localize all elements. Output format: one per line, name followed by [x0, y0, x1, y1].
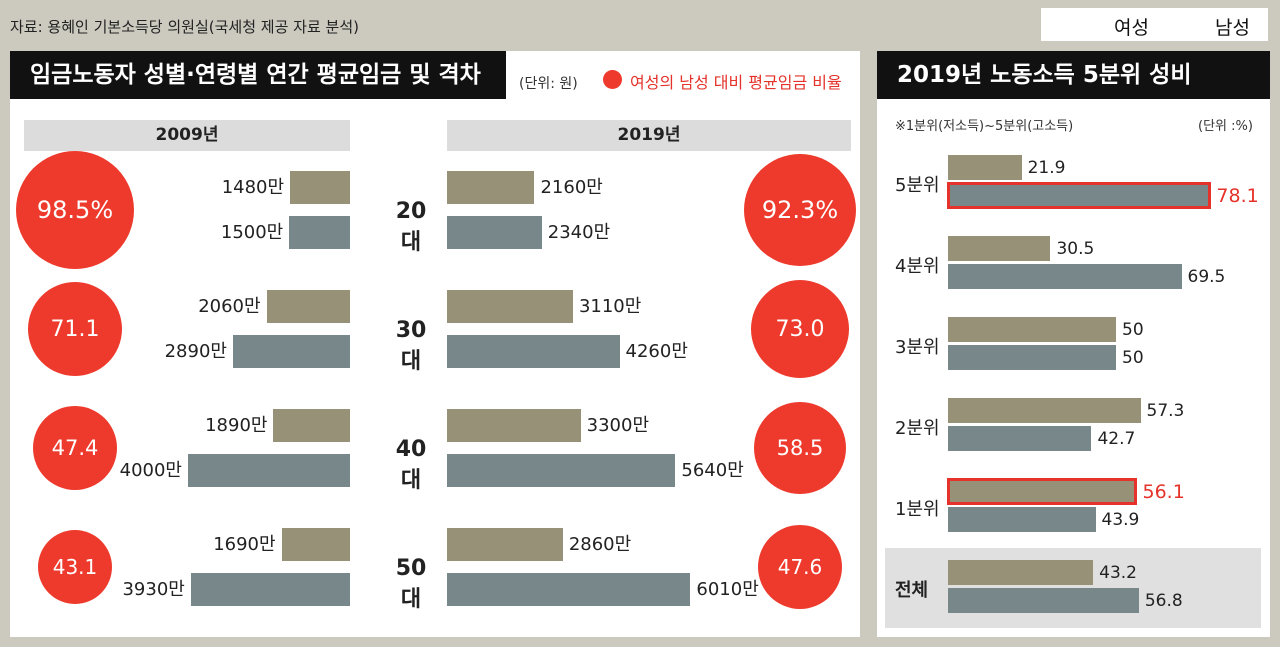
quintile-value-female: 57.3 [1146, 401, 1185, 421]
quintile-label: 5분위 [895, 175, 940, 196]
label-2009-male: 4000만 [119, 460, 182, 481]
quintile-bar-male [948, 183, 1211, 208]
ratio-legend-dot [603, 70, 622, 89]
bar-2009-male [188, 454, 350, 487]
label-2009-female: 1480만 [221, 177, 285, 198]
bar-2009-female [281, 528, 350, 561]
label-2019-male: 6010만 [696, 579, 759, 600]
ratio-circle-2019: 47.6 [758, 525, 842, 609]
bar-2009-female [266, 290, 350, 323]
quintile-value-female: 43.2 [1099, 563, 1137, 583]
label-2019-male: 5640만 [681, 460, 744, 481]
bar-2019-female [447, 528, 563, 561]
wage-chart-panel: 임금노동자 성별·연령별 연간 평균임금 및 격차 (단위: 원) 여성의 남성… [10, 51, 860, 637]
quintile-value-male: 78.1 [1216, 185, 1259, 207]
ratio-circle-2019: 92.3% [744, 154, 856, 266]
label-2019-male: 2340만 [547, 222, 611, 243]
legend-female-label: 여성 [1114, 17, 1149, 39]
bar-2009-male [232, 335, 350, 368]
quintile-value-female: 50 [1122, 320, 1144, 340]
label-2019-male: 4260만 [625, 341, 688, 362]
bar-2009-male [190, 573, 350, 606]
label-2019-female: 2860만 [568, 534, 632, 555]
label-2019-female: 3110만 [578, 296, 642, 317]
bar-2019-male [447, 216, 542, 249]
quintile-value-female: 30.5 [1056, 239, 1095, 259]
legend: 여성 남성 [1041, 8, 1268, 41]
label-2019-female: 3300만 [586, 415, 650, 436]
highlight-box-male [947, 182, 1212, 209]
year-header-2019: 2019년 [447, 120, 851, 151]
wage-bars-area: 1480만 1500만 2160만 2340만 20대 98.5% 92.3% 2060만 28… [10, 51, 860, 637]
bar-2009-male [289, 216, 350, 249]
legend-female-swatch [1074, 18, 1108, 34]
quintile-note: ※1분위(저소득)~5분위(고소득) [895, 119, 1074, 134]
quintile-label: 4분위 [895, 256, 940, 277]
quintile-bar-female [948, 560, 1094, 585]
quintile-bar-female [948, 398, 1141, 423]
quintile-bar-male [948, 507, 1096, 532]
quintile-value-male: 69.5 [1187, 267, 1226, 287]
quintile-label: 1분위 [895, 499, 940, 520]
quintile-label: 3분위 [895, 337, 940, 358]
quintile-value-male: 42.7 [1097, 429, 1136, 449]
legend-male-swatch [1175, 18, 1209, 34]
quintile-value-female: 21.9 [1027, 158, 1066, 178]
ratio-circle-2009: 71.1 [28, 282, 122, 376]
highlight-box-female [947, 478, 1138, 505]
quintile-bars-area: 5분위 21.9 78.1 4분위 30.5 69.5 3분위 50 50 2분위 57.3 42.7… [877, 51, 1270, 637]
quintile-bar-male [948, 345, 1116, 370]
quintile-chart-panel: 2019년 노동소득 5분위 성비 ※1분위(저소득)~5분위(고소득) (단위… [877, 51, 1270, 637]
quintile-bar-male [948, 426, 1092, 451]
legend-male-label: 남성 [1215, 17, 1250, 39]
quintile-label: 2분위 [895, 418, 940, 439]
quintile-bar-male [948, 588, 1139, 613]
ratio-legend-label: 여성의 남성 대비 평균임금 비율 [630, 73, 842, 92]
ratio-circle-2019: 58.5 [754, 402, 846, 494]
quintile-value-male: 43.9 [1101, 510, 1140, 530]
quintile-value-male: 56.8 [1144, 591, 1183, 611]
quintile-value-female: 56.1 [1142, 481, 1185, 503]
quintile-value-male: 50 [1122, 348, 1144, 368]
ratio-circle-2019: 73.0 [751, 280, 849, 378]
bar-2019-female [447, 290, 573, 323]
age-label: 40대 [395, 437, 427, 493]
source-note: 자료: 용혜인 기본소득당 의원실(국세청 제공 자료 분석) [10, 18, 359, 36]
quintile-chart-title: 2019년 노동소득 5분위 성비 [877, 51, 1270, 99]
ratio-circle-2009: 47.4 [33, 406, 117, 490]
label-2009-female: 1890만 [205, 415, 268, 436]
wage-chart-title: 임금노동자 성별·연령별 연간 평균임금 및 격차 [10, 51, 506, 99]
bar-2009-female [290, 171, 350, 204]
quintile-bar-male [948, 264, 1182, 289]
bar-2019-male [447, 335, 620, 368]
quintile-bar-female [948, 236, 1051, 261]
age-label: 20대 [395, 199, 427, 255]
year-header-2009: 2009년 [24, 120, 350, 151]
quintile-label: 전체 [895, 580, 929, 601]
ratio-circle-2009: 98.5% [16, 151, 134, 269]
ratio-circle-2009: 43.1 [38, 530, 112, 604]
label-2009-female: 1690만 [213, 534, 276, 555]
label-2009-male: 2890만 [164, 341, 227, 362]
quintile-bar-female [948, 155, 1022, 180]
label-2009-male: 3930만 [122, 579, 185, 600]
bar-2009-female [273, 409, 350, 442]
label-2019-female: 2160만 [540, 177, 603, 198]
age-label: 50대 [395, 556, 427, 612]
bar-2019-female [447, 171, 535, 204]
bar-2019-female [447, 409, 581, 442]
bar-2019-male [447, 573, 691, 606]
age-label: 30대 [395, 318, 427, 374]
bar-2019-male [447, 454, 676, 487]
quintile-bar-female [948, 317, 1116, 342]
quintile-unit-label: (단위 :%) [1198, 119, 1253, 134]
label-2009-female: 2060만 [198, 296, 261, 317]
wage-unit-label: (단위: 원) [519, 76, 578, 92]
label-2009-male: 1500만 [220, 222, 284, 243]
quintile-bar-female [948, 479, 1137, 504]
